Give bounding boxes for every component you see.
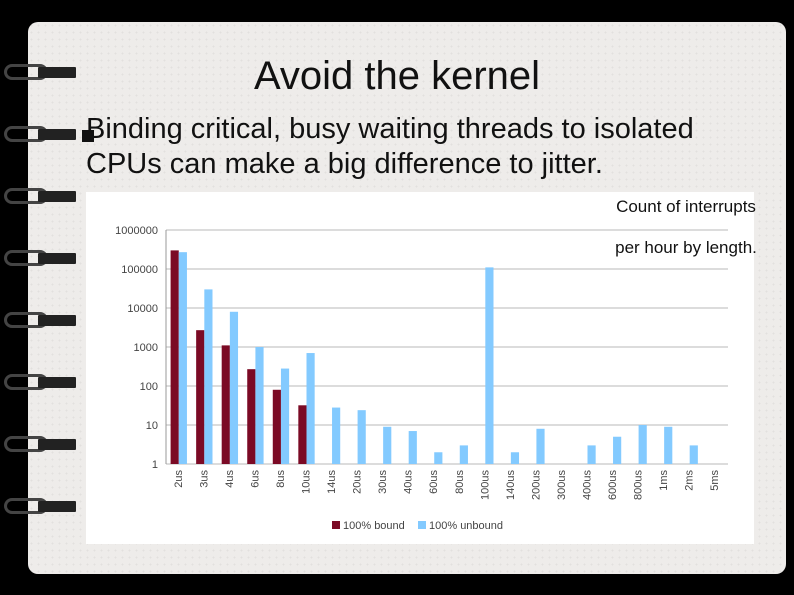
binding-ring (0, 126, 76, 142)
y-tick-label: 100 (140, 381, 158, 393)
x-tick-label: 200us (530, 470, 542, 500)
x-tick-label: 600us (607, 470, 619, 500)
x-tick-label: 2ms (684, 470, 696, 491)
bar-unbound (664, 426, 673, 464)
bar-unbound (306, 353, 315, 464)
y-tick-label: 1000 (134, 342, 158, 354)
y-tick-label: 1 (152, 459, 158, 471)
x-tick-label: 60us (428, 470, 440, 494)
bar-unbound (383, 426, 392, 464)
bar-bound (298, 405, 307, 464)
bar-bound (221, 345, 230, 464)
x-tick-label: 40us (403, 470, 415, 494)
x-tick-label: 300us (556, 470, 568, 500)
bar-bound (247, 369, 256, 464)
x-tick-label: 1ms (658, 470, 670, 491)
y-tick-label: 1000000 (115, 225, 158, 237)
x-tick-label: 30us (377, 470, 389, 494)
bar-unbound (280, 368, 290, 464)
x-tick-label: 100us (479, 470, 491, 500)
x-tick-label: 4us (224, 470, 236, 488)
x-tick-label: 10us (301, 470, 313, 494)
x-tick-label: 2us (173, 470, 185, 488)
x-tick-label: 140us (505, 470, 517, 500)
bar-unbound (638, 425, 647, 464)
bar-unbound (229, 311, 239, 464)
bar-unbound (434, 452, 443, 464)
x-tick-label: 5ms (709, 470, 721, 491)
chart-note-line1: Count of interrupts (616, 197, 756, 216)
bar-unbound (204, 289, 213, 464)
x-tick-label: 8us (275, 470, 287, 488)
slide-title: Avoid the kernel (253, 54, 541, 98)
x-tick-label: 800us (633, 470, 645, 500)
bar-unbound (178, 252, 187, 464)
y-tick-label: 10000 (127, 303, 158, 315)
binding-ring (0, 250, 76, 266)
binding-ring (0, 188, 76, 204)
x-tick-label: 80us (454, 470, 466, 494)
binding-ring (0, 312, 76, 328)
chart-note-line2: per hour by length. (615, 238, 757, 257)
bar-unbound (536, 428, 545, 464)
binding-ring (0, 64, 76, 80)
bar-unbound (485, 267, 494, 464)
bar-bound (272, 389, 281, 464)
bar-bound (196, 330, 205, 464)
bar-unbound (587, 445, 596, 464)
legend-swatch (332, 521, 340, 529)
binding-ring (0, 374, 76, 390)
x-tick-label: 400us (582, 470, 594, 500)
bar-chart: 1000000 100000 10000 1000 100 10 1 2us 3us 4us 6us… (115, 225, 728, 532)
chart-area: 1000000 100000 10000 1000 100 10 1 2us 3us 4us 6us… (86, 192, 754, 544)
y-tick-label: 100000 (121, 264, 158, 276)
legend-label: 100% bound (343, 520, 405, 532)
x-tick-label: 6us (249, 470, 261, 488)
y-tick-label: 10 (146, 420, 158, 432)
bar-unbound (255, 347, 264, 464)
legend-swatch (418, 521, 426, 529)
bar-unbound (357, 410, 366, 464)
legend-label: 100% unbound (429, 520, 503, 532)
bar-unbound (689, 445, 698, 464)
bar-bound (170, 250, 179, 464)
bar-unbound (613, 436, 622, 464)
bar-unbound (510, 452, 520, 464)
bar-unbound (332, 407, 341, 464)
bar-unbound (408, 431, 417, 464)
slide-subtitle: Binding critical, busy waiting threads t… (86, 113, 694, 180)
x-tick-label: 20us (352, 470, 364, 494)
x-tick-label: 3us (198, 470, 210, 488)
binding-ring (0, 436, 76, 452)
x-tick-label: 14us (326, 470, 338, 494)
bullet-icon (82, 130, 94, 142)
bar-unbound (459, 445, 468, 464)
binding-ring (0, 498, 76, 514)
